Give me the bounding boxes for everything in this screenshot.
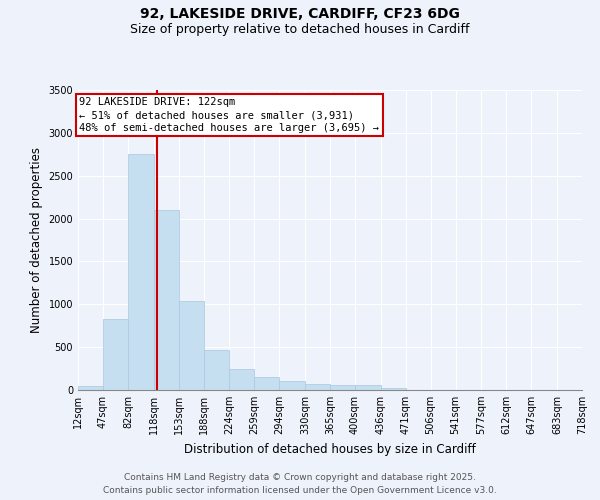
Bar [305, 384, 330, 390]
Text: 92, LAKESIDE DRIVE, CARDIFF, CF23 6DG: 92, LAKESIDE DRIVE, CARDIFF, CF23 6DG [140, 8, 460, 22]
Bar [254, 376, 280, 390]
Text: 92 LAKESIDE DRIVE: 122sqm
← 51% of detached houses are smaller (3,931)
48% of se: 92 LAKESIDE DRIVE: 122sqm ← 51% of detac… [79, 97, 379, 134]
Bar [355, 386, 380, 390]
Bar [330, 386, 355, 390]
Y-axis label: Number of detached properties: Number of detached properties [30, 147, 43, 333]
Bar [380, 388, 406, 390]
Text: Size of property relative to detached houses in Cardiff: Size of property relative to detached ho… [130, 22, 470, 36]
Text: Distribution of detached houses by size in Cardiff: Distribution of detached houses by size … [184, 442, 476, 456]
Bar [203, 350, 229, 390]
Bar [103, 319, 128, 390]
Bar [229, 368, 254, 390]
Bar [128, 154, 154, 390]
Bar [78, 386, 103, 390]
Bar [179, 301, 203, 390]
Bar [280, 382, 305, 390]
Bar [154, 210, 179, 390]
Text: Contains HM Land Registry data © Crown copyright and database right 2025.
Contai: Contains HM Land Registry data © Crown c… [103, 474, 497, 495]
